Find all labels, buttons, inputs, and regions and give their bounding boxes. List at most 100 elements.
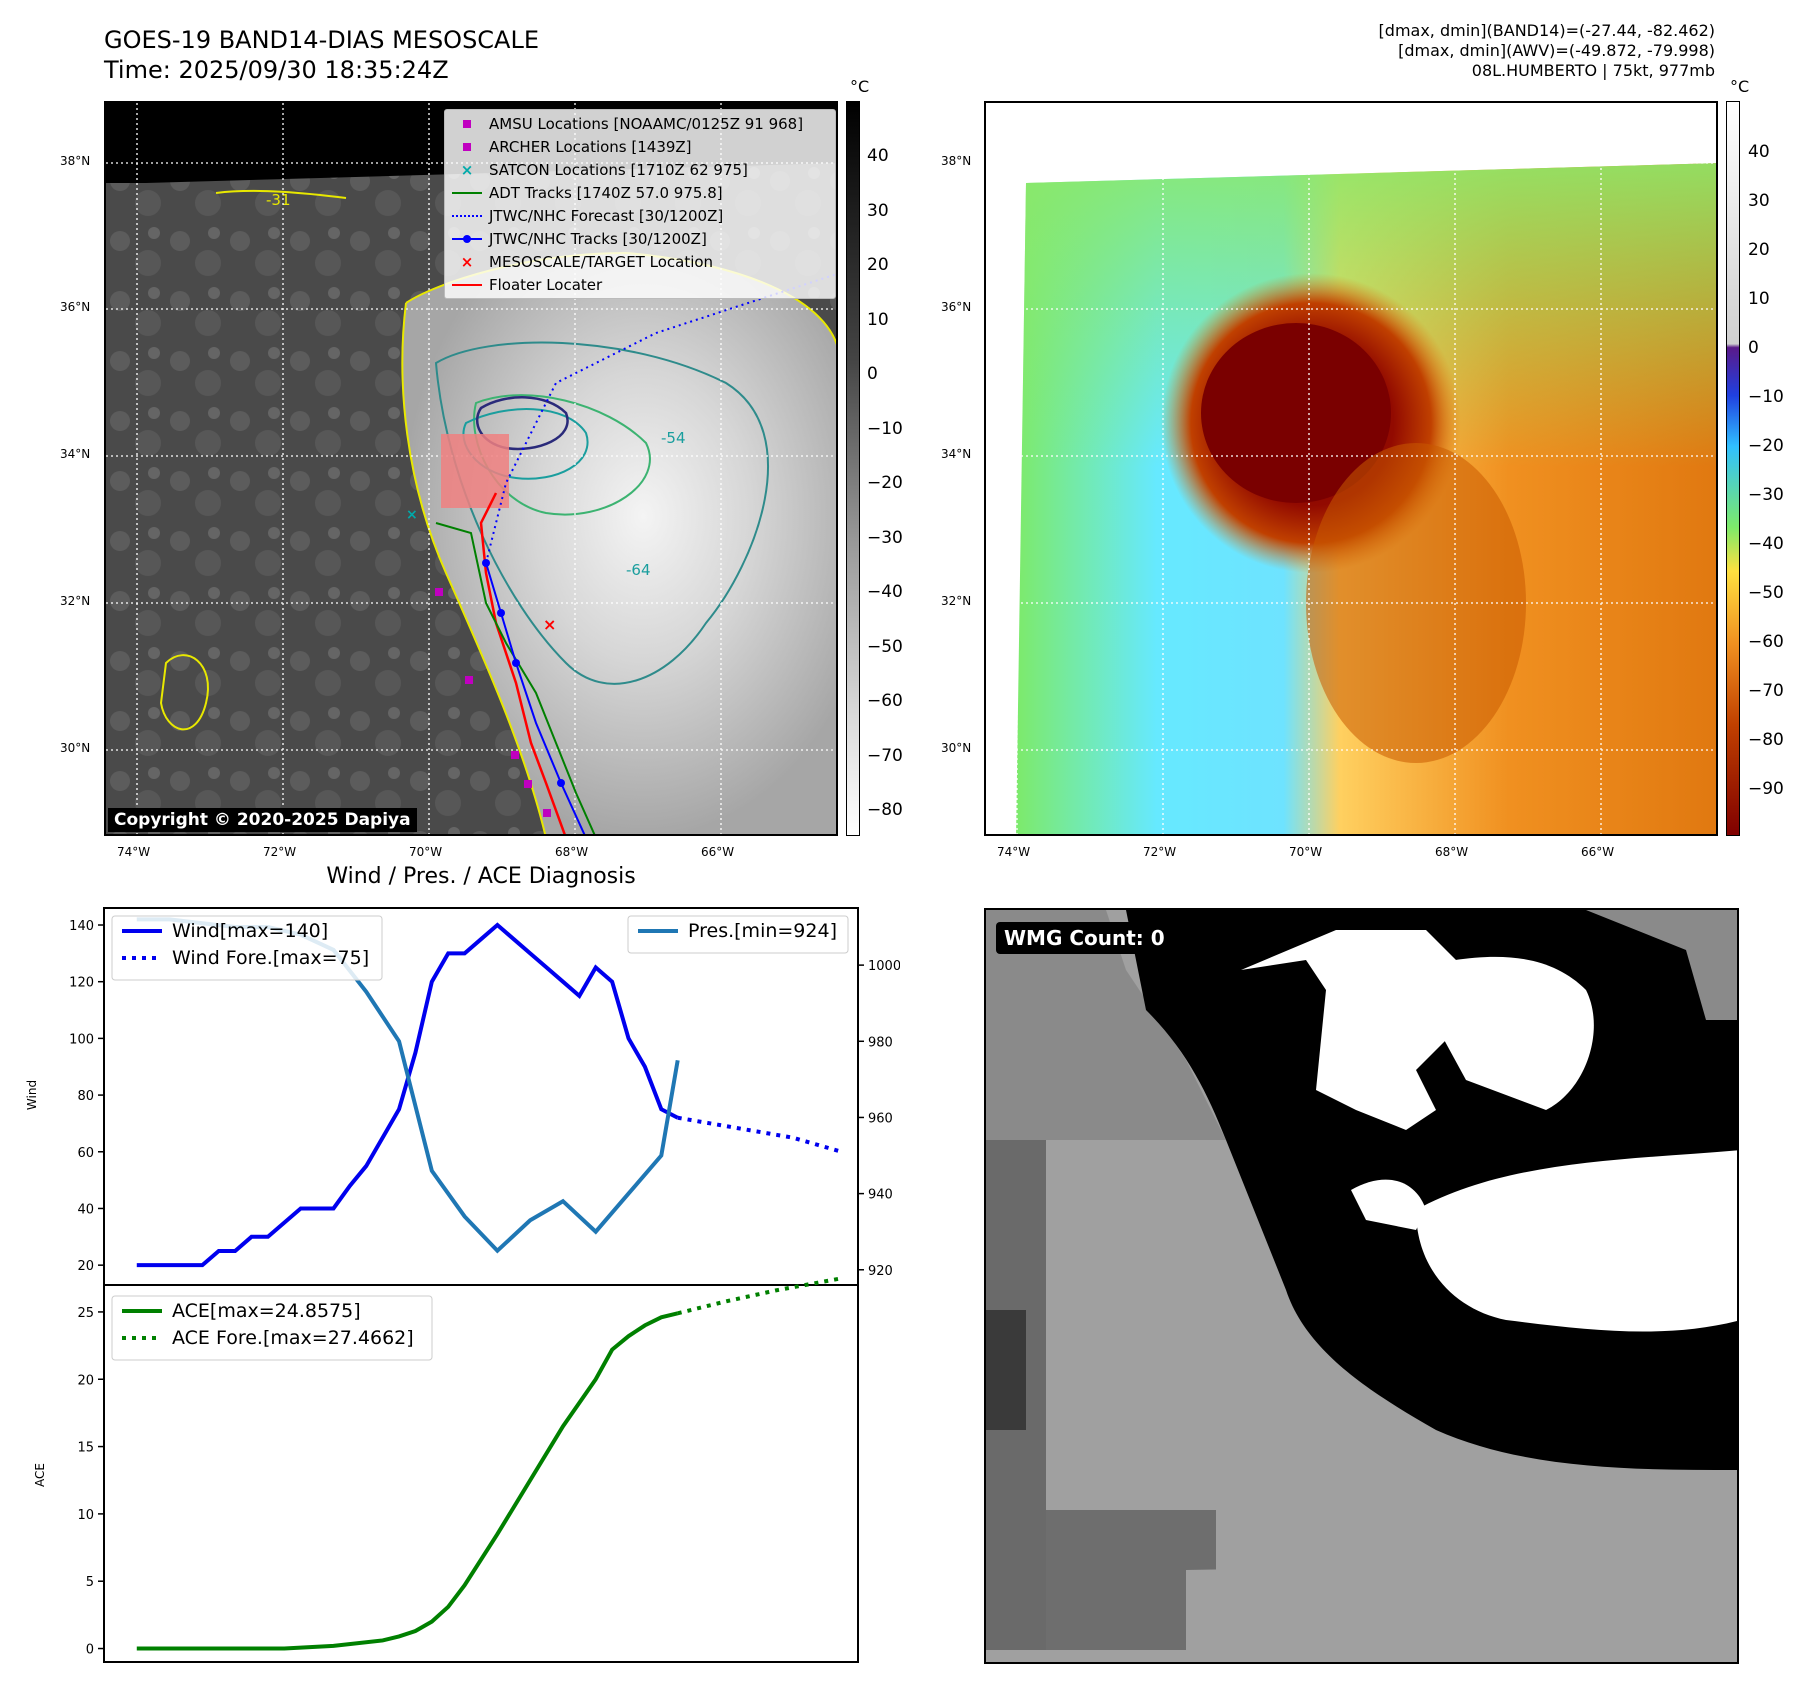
wind-y-tick-label: 20 xyxy=(77,1259,94,1274)
ir-map-panel: -31 -54 -64 × × Copyright © 2020-2025 Da… xyxy=(104,101,838,836)
series-line-ace-fore- xyxy=(677,1276,842,1316)
lat-label: 34°N xyxy=(60,447,91,461)
figure-title: GOES-19 BAND14-DIAS MESOSCALE xyxy=(104,26,540,54)
wind-y-tick-label: 100 xyxy=(69,1032,94,1047)
colorbar-tick-label: 10 xyxy=(1748,289,1770,309)
wind-y-tick-label: 40 xyxy=(77,1202,94,1217)
ace-y-tick-label: 20 xyxy=(77,1373,94,1388)
figure-time: Time: 2025/09/30 18:35:24Z xyxy=(104,56,449,84)
color-colorbar xyxy=(1726,101,1740,836)
lon-label: 66°W xyxy=(1581,845,1615,859)
wind-axis-label: Wind xyxy=(25,1080,39,1110)
colorbar-tick-label: −90 xyxy=(1748,779,1784,799)
lat-label: 32°N xyxy=(941,594,972,608)
ace-y-tick-label: 5 xyxy=(86,1575,94,1590)
pressure-legend: Pres.[min=924] xyxy=(627,915,849,954)
colorbar-tick-label: 0 xyxy=(867,364,878,384)
colorbar-tick-label: −40 xyxy=(867,582,903,602)
floater-track xyxy=(479,492,566,834)
legend-item-forecast: JTWC/NHC Forecast [30/1200Z] xyxy=(445,204,835,227)
series-line-ace xyxy=(136,1311,679,1651)
colorbar-tick-label: −80 xyxy=(1748,730,1784,750)
ace-legend-box xyxy=(111,1295,433,1361)
pressure-y-tick-label: 920 xyxy=(868,1264,893,1279)
diagnosis-chart: 204060801001201409209409609801000WindPre… xyxy=(25,907,900,1663)
color-map-panel xyxy=(984,101,1718,836)
colorbar-tick-label: −70 xyxy=(867,745,903,766)
legend-item-adt: ADT Tracks [1740Z 57.0 975.8] xyxy=(445,181,835,204)
legend-item-floater: Floater Locater xyxy=(445,273,835,296)
pressure-y-tick-label: 940 xyxy=(868,1188,893,1203)
colorbar-tick-label: −60 xyxy=(867,691,903,711)
legend-label: ACE Fore.[max=27.4662] xyxy=(172,1327,414,1349)
lat-label: 36°N xyxy=(60,300,91,314)
legend-item-amsu: AMSU Locations [NOAAMC/0125Z 91 968] xyxy=(445,112,835,135)
wmg-count-label: WMG Count: 0 xyxy=(996,922,1173,954)
legend-label: Wind Fore.[max=75] xyxy=(172,947,369,969)
wmg-map xyxy=(986,910,1737,1662)
colorbar-tick-label: −20 xyxy=(1748,436,1784,456)
series-line-wind-fore- xyxy=(677,1115,843,1154)
colorbar-tick-label: 40 xyxy=(1748,142,1770,162)
colorbar-tick-label: −70 xyxy=(1748,681,1784,701)
colorbar-tick-label: −20 xyxy=(867,473,903,493)
adt-track xyxy=(435,522,596,834)
ace-y-tick-label: 0 xyxy=(86,1643,94,1658)
colorbar-tick-label: −50 xyxy=(1748,583,1784,603)
pressure-y-tick-label: 1000 xyxy=(868,959,900,974)
colorbar-tick-label: −60 xyxy=(1748,632,1784,652)
pressure-y-tick-label: 960 xyxy=(868,1111,893,1126)
lon-label: 66°W xyxy=(701,845,735,859)
wmg-panel: WMG Count: 0 xyxy=(984,908,1739,1664)
gray-colorbar-unit: °C xyxy=(850,77,870,96)
wind-legend: Wind[max=140] Wind Fore.[max=75] xyxy=(111,915,383,981)
lat-label: 38°N xyxy=(941,154,972,168)
ace-y-tick-label: 25 xyxy=(77,1306,94,1321)
colorbar-tick-label: 0 xyxy=(1748,338,1759,358)
nhc-forecast-track xyxy=(485,273,836,564)
colorbar-tick-label: 20 xyxy=(1748,240,1770,260)
color-map xyxy=(986,103,1716,834)
wind-y-tick-label: 80 xyxy=(77,1089,94,1104)
contour-label-cold: -54 xyxy=(661,429,686,447)
map-legend: AMSU Locations [NOAAMC/0125Z 91 968] ARC… xyxy=(444,109,836,299)
colorbar-tick-label: −10 xyxy=(867,418,903,439)
mesoscale-target-marker: × xyxy=(543,615,556,634)
ace-axis-label: ACE xyxy=(33,1463,47,1487)
legend-item-archer: ARCHER Locations [1439Z] xyxy=(445,135,835,158)
lat-label: 30°N xyxy=(941,741,972,755)
colorbar-tick-label: −10 xyxy=(1748,387,1784,407)
diagnosis-title: Wind / Pres. / ACE Diagnosis xyxy=(326,864,636,889)
legend-item-mesoscale: × MESOSCALE/TARGET Location xyxy=(460,252,714,271)
ace-y-tick-label: 15 xyxy=(77,1441,94,1456)
pressure-legend-box xyxy=(627,915,849,954)
colorbar-tick-label: −30 xyxy=(1748,485,1784,505)
ace-axes-frame xyxy=(103,1284,859,1663)
lon-label: 68°W xyxy=(1435,845,1469,859)
lon-label: 68°W xyxy=(555,845,589,859)
colorbar-tick-label: 20 xyxy=(867,255,889,275)
info-storm: 08L.HUMBERTO | 75kt, 977mb xyxy=(1471,61,1715,80)
colorbar-tick-label: 30 xyxy=(867,200,889,221)
colorbar-tick-label: −80 xyxy=(867,800,903,820)
info-band14-range: [dmax, dmin](BAND14)=(-27.44, -82.462) xyxy=(1378,21,1715,40)
lat-label: 38°N xyxy=(60,154,91,168)
lat-label: 30°N xyxy=(60,741,91,755)
wind-y-tick-label: 60 xyxy=(77,1146,94,1161)
colorbar-tick-label: 40 xyxy=(867,146,889,166)
legend-label: ACE[max=24.8575] xyxy=(172,1300,361,1322)
ace-y-tick-label: 10 xyxy=(77,1508,94,1523)
wind-legend-box xyxy=(111,915,383,981)
lon-label: 70°W xyxy=(409,845,443,859)
lon-label: 70°W xyxy=(1289,845,1323,859)
lon-label: 74°W xyxy=(997,845,1031,859)
lat-label: 36°N xyxy=(941,300,972,314)
legend-item-satcon: × SATCON Locations [1710Z 62 975] xyxy=(460,160,748,179)
lon-label: 74°W xyxy=(117,845,151,859)
contour-label-warm: -31 xyxy=(266,191,291,209)
legend-label: Wind[max=140] xyxy=(172,920,328,942)
lon-label: 72°W xyxy=(1143,845,1177,859)
colorbar-tick-label: 30 xyxy=(1748,191,1770,211)
gray-colorbar xyxy=(846,101,860,836)
info-awv-range: [dmax, dmin](AWV)=(-49.872, -79.998) xyxy=(1398,41,1715,60)
